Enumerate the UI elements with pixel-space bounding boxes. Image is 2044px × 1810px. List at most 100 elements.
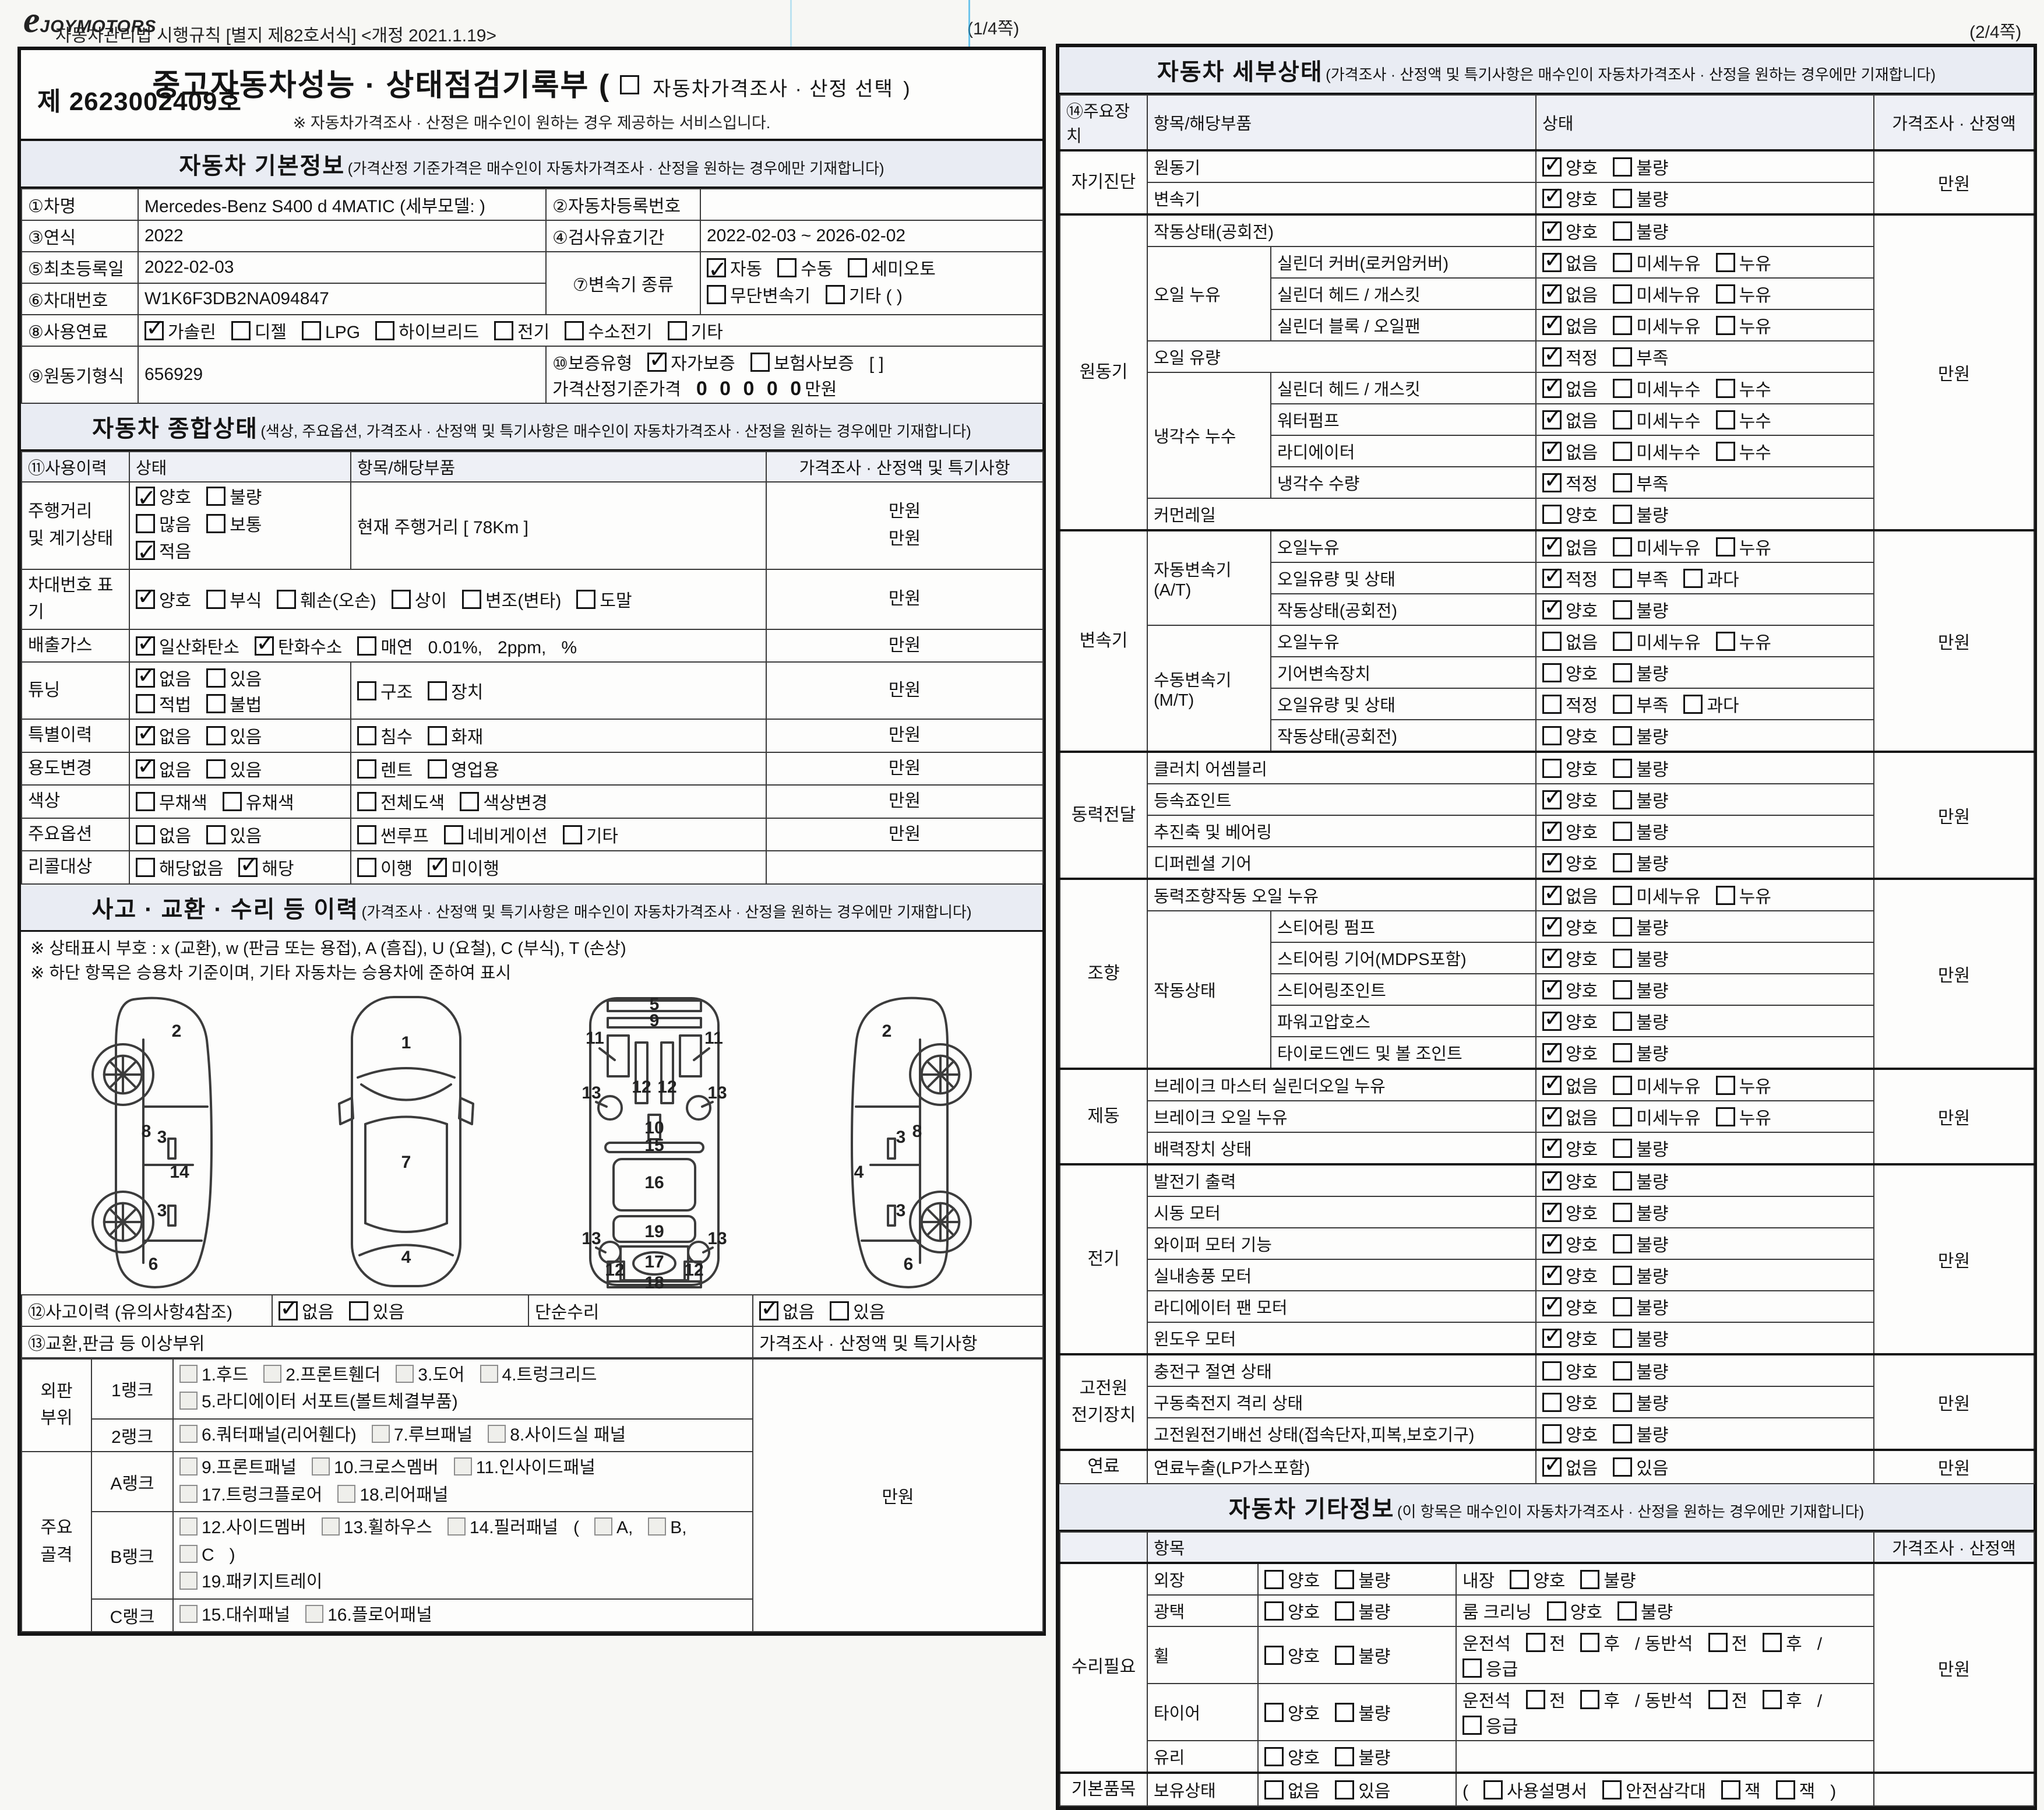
checkbox-checked-icon[interactable]	[136, 663, 157, 689]
checkbox-icon[interactable]	[460, 792, 480, 812]
checkbox-icon[interactable]	[667, 321, 687, 340]
checkbox-icon[interactable]	[1613, 347, 1633, 367]
checkbox-icon[interactable]	[1542, 695, 1562, 714]
checkbox-icon[interactable]	[1335, 1601, 1355, 1621]
checkbox-icon[interactable]	[1613, 790, 1633, 809]
checkbox-checked-icon[interactable]	[136, 753, 157, 780]
checkbox-checked-icon[interactable]	[1542, 184, 1563, 209]
checkbox-icon[interactable]	[312, 1457, 330, 1476]
checkbox-icon[interactable]	[1613, 1457, 1633, 1477]
checkbox-icon[interactable]	[1715, 1107, 1735, 1126]
checkbox-checked-icon[interactable]	[136, 483, 157, 516]
checkbox-checked-icon[interactable]	[136, 534, 157, 568]
checkbox-checked-icon[interactable]	[1542, 1167, 1563, 1192]
checkbox-icon[interactable]	[1613, 695, 1633, 714]
checkbox-icon[interactable]	[1715, 410, 1735, 429]
checkbox-checked-icon[interactable]	[1542, 279, 1563, 305]
checkbox-icon[interactable]	[1462, 1658, 1482, 1678]
checkbox-icon[interactable]	[1617, 1601, 1637, 1621]
checkbox-icon[interactable]	[488, 1424, 506, 1443]
checkbox-icon[interactable]	[1708, 1689, 1728, 1709]
checkbox-icon[interactable]	[1542, 632, 1562, 651]
checkbox-icon[interactable]	[462, 590, 481, 609]
checkbox-icon[interactable]	[1602, 1780, 1622, 1800]
checkbox-icon[interactable]	[1613, 505, 1633, 524]
checkbox-icon[interactable]	[707, 285, 726, 304]
checkbox-icon[interactable]	[1715, 316, 1735, 335]
checkbox-checked-icon[interactable]	[707, 253, 728, 288]
checkbox-icon[interactable]	[1613, 1171, 1633, 1191]
checkbox-icon[interactable]	[1613, 1139, 1633, 1158]
checkbox-icon[interactable]	[1613, 1361, 1633, 1381]
checkbox-checked-icon[interactable]	[1542, 848, 1563, 874]
checkbox-icon[interactable]	[1264, 1702, 1284, 1722]
checkbox-icon[interactable]	[1613, 1234, 1633, 1253]
checkbox-icon[interactable]	[428, 726, 447, 746]
checkbox-icon[interactable]	[1613, 917, 1633, 936]
checkbox-icon[interactable]	[1715, 632, 1735, 651]
checkbox-checked-icon[interactable]	[1542, 975, 1563, 1001]
checkbox-icon[interactable]	[453, 1457, 472, 1476]
checkbox-icon[interactable]	[1683, 695, 1703, 714]
checkbox-icon[interactable]	[1613, 1393, 1633, 1412]
checkbox-icon[interactable]	[179, 1457, 198, 1476]
checkbox-icon[interactable]	[777, 258, 797, 277]
checkbox-icon[interactable]	[1335, 1702, 1355, 1722]
checkbox-icon[interactable]	[179, 1572, 198, 1590]
checkbox-checked-icon[interactable]	[1542, 1260, 1563, 1286]
checkbox-icon[interactable]	[206, 759, 226, 779]
checkbox-icon[interactable]	[447, 1517, 466, 1536]
checkbox-icon[interactable]	[357, 759, 376, 779]
checkbox-icon[interactable]	[1542, 759, 1562, 778]
checkbox-checked-icon[interactable]	[1542, 816, 1563, 842]
checkbox-icon[interactable]	[830, 1301, 850, 1320]
checkbox-checked-icon[interactable]	[647, 347, 668, 373]
checkbox-icon[interactable]	[277, 590, 297, 609]
checkbox-icon[interactable]	[1613, 442, 1633, 461]
checkbox-icon[interactable]	[648, 1517, 667, 1536]
checkbox-icon[interactable]	[1715, 1076, 1735, 1095]
checkbox-checked-icon[interactable]	[136, 583, 157, 610]
checkbox-icon[interactable]	[179, 1364, 198, 1383]
checkbox-checked-icon[interactable]	[1542, 1038, 1563, 1064]
checkbox-icon[interactable]	[263, 1364, 282, 1383]
checkbox-checked-icon[interactable]	[1542, 342, 1563, 368]
checkbox-icon[interactable]	[750, 353, 770, 372]
checkbox-icon[interactable]	[206, 694, 226, 713]
checkbox-icon[interactable]	[206, 513, 226, 533]
checkbox-icon[interactable]	[349, 1301, 369, 1320]
checkbox-checked-icon[interactable]	[1542, 374, 1563, 399]
checkbox-icon[interactable]	[1335, 1645, 1355, 1665]
checkbox-icon[interactable]	[136, 694, 155, 713]
checkbox-icon[interactable]	[179, 1544, 198, 1563]
checkbox-icon[interactable]	[428, 759, 447, 779]
checkbox-icon[interactable]	[1335, 1569, 1355, 1589]
checkbox-icon[interactable]	[848, 258, 868, 277]
checkbox-icon[interactable]	[1763, 1632, 1782, 1652]
checkbox-icon[interactable]	[222, 792, 242, 812]
checkbox-icon[interactable]	[1264, 1569, 1284, 1589]
checkbox-icon[interactable]	[1613, 1012, 1633, 1031]
checkbox-icon[interactable]	[428, 681, 447, 700]
checkbox-icon[interactable]	[1683, 569, 1703, 588]
checkbox-checked-icon[interactable]	[1542, 564, 1563, 589]
checkbox-icon[interactable]	[206, 726, 226, 746]
checkbox-icon[interactable]	[136, 792, 155, 812]
checkbox-icon[interactable]	[1510, 1569, 1530, 1589]
checkbox-icon[interactable]	[1542, 1393, 1562, 1412]
checkbox-icon[interactable]	[1715, 284, 1735, 304]
checkbox-icon[interactable]	[1613, 886, 1633, 905]
checkbox-icon[interactable]	[1613, 157, 1633, 177]
checkbox-icon[interactable]	[1613, 663, 1633, 682]
checkbox-checked-icon[interactable]	[255, 630, 276, 657]
checkbox-icon[interactable]	[1525, 1689, 1545, 1709]
checkbox-icon[interactable]	[136, 825, 155, 844]
checkbox-icon[interactable]	[1613, 600, 1633, 619]
checkbox-icon[interactable]	[1264, 1601, 1284, 1621]
checkbox-icon[interactable]	[305, 1604, 324, 1623]
checkbox-icon[interactable]	[1264, 1780, 1284, 1800]
checkbox-icon[interactable]	[1613, 822, 1633, 841]
checkbox-icon[interactable]	[1483, 1780, 1503, 1800]
checkbox-icon[interactable]	[357, 858, 376, 878]
checkbox-icon[interactable]	[179, 1484, 198, 1503]
